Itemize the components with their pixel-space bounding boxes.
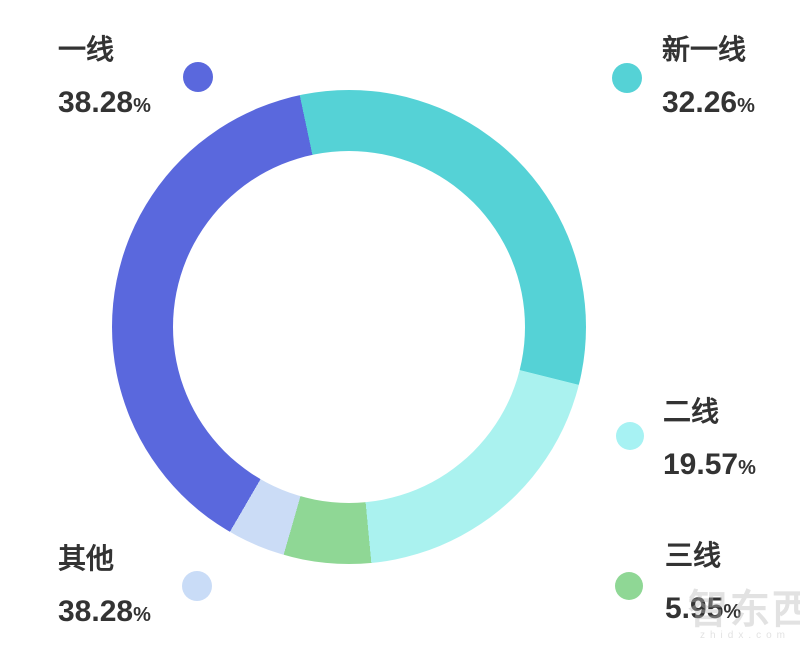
watermark-subtext: zhidx.com (700, 630, 791, 641)
legend-item-new-tier1: 新一线 32.26% (612, 30, 755, 123)
legend-label: 二线 (663, 396, 720, 427)
legend-value-number: 19.57 (663, 448, 739, 481)
legend-value: 32.26% (662, 86, 755, 123)
legend-value-number: 5.95 (665, 592, 724, 625)
legend-value: 38.28% (58, 86, 151, 123)
legend-dot-new-tier1 (612, 63, 642, 93)
legend-value: 38.28% (58, 595, 151, 632)
legend-value: 5.95% (665, 592, 741, 629)
legend-dot-other (182, 571, 212, 601)
percent-sign: % (723, 601, 742, 623)
legend-value-number: 38.28 (58, 595, 134, 628)
donut-ring (112, 90, 586, 564)
legend-value-number: 38.28 (58, 86, 134, 119)
legend-dot-tier3 (615, 572, 643, 600)
legend-item-tier2: 二线 19.57% (616, 392, 756, 485)
legend-dot-tier2 (616, 422, 644, 450)
legend-label: 三线 (665, 540, 722, 571)
legend-item-tier1: 一线 38.28% (58, 30, 213, 123)
legend-label: 其他 (58, 543, 115, 574)
legend-value: 19.57% (663, 448, 756, 485)
percent-sign: % (738, 457, 756, 479)
percent-sign: % (133, 95, 151, 117)
legend-label: 新一线 (662, 34, 747, 65)
legend-value-number: 32.26 (662, 86, 738, 119)
legend-item-tier3: 三线 5.95% (615, 536, 741, 629)
legend-label: 一线 (58, 34, 115, 65)
donut-hole (173, 151, 525, 503)
legend-item-other: 其他 38.28% (58, 539, 212, 632)
percent-sign: % (737, 95, 755, 117)
percent-sign: % (133, 604, 151, 626)
legend-dot-tier1 (183, 62, 213, 92)
